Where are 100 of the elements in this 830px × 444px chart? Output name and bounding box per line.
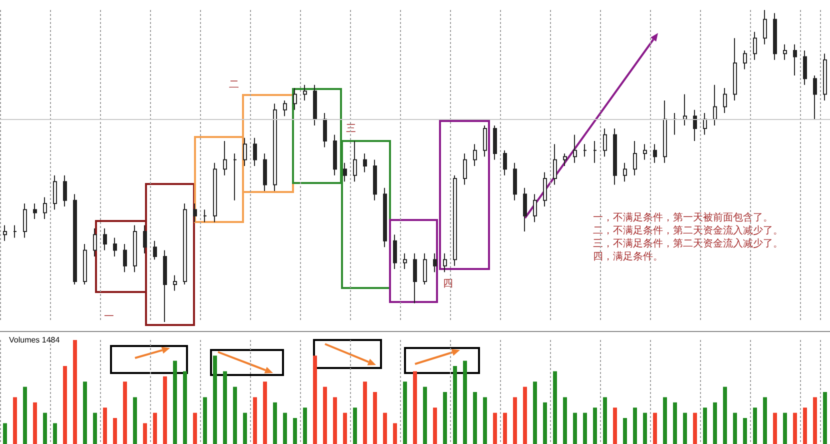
bar [203,397,207,444]
candlestick [233,153,237,201]
bar [223,371,227,444]
bar [43,412,47,444]
bar [363,382,367,444]
bar [563,397,567,444]
candlestick [273,103,277,192]
candlestick [203,209,207,223]
candlestick [43,196,47,220]
bar [543,402,547,444]
bar [143,423,147,444]
candlestick [453,174,457,266]
bar [53,423,57,444]
candlestick [313,84,317,126]
bar [713,402,717,444]
bar [293,418,297,444]
candlestick [623,162,627,182]
bar [273,402,277,444]
candlestick [693,109,697,142]
bar [103,408,107,444]
bar [123,382,127,444]
candlestick [113,237,117,257]
candlestick [293,88,297,110]
bar [83,382,87,444]
bar [593,408,597,444]
candlestick [403,252,407,270]
candlestick [613,128,617,186]
candlestick [23,202,27,238]
bar [173,360,177,444]
bar [453,366,457,444]
candlestick [383,187,387,248]
candlestick [3,224,7,242]
bar [163,376,167,444]
candlestick [353,140,357,182]
bar [93,412,97,444]
bar [753,408,757,444]
candlestick [153,240,157,260]
bar [633,408,637,444]
candlestick [703,112,707,136]
candlestick [743,50,747,70]
bar [283,412,287,444]
bar [783,412,787,444]
candlestick [523,187,527,232]
bar [413,371,417,444]
bar [523,386,527,444]
candlestick [93,228,97,257]
candlestick [423,252,427,286]
candlestick [683,94,687,126]
candlestick [133,224,137,273]
candlestick [343,162,347,182]
candlestick [823,53,827,101]
candlestick [753,31,757,60]
candlestick [553,144,557,186]
candlestick [483,124,487,158]
candlestick [433,252,437,273]
bar [323,386,327,444]
bar [773,412,777,444]
bar [673,402,677,444]
candlestick [503,150,507,176]
bar [313,356,317,444]
bar [493,412,497,444]
candlestick [163,250,167,322]
bar [553,371,557,444]
bar [513,397,517,444]
candlestick [713,84,717,126]
bar [483,397,487,444]
bar [823,392,827,444]
candlestick [253,137,257,166]
candlestick [373,159,377,201]
bar [193,412,197,444]
bar [613,408,617,444]
candlestick [773,12,777,60]
bar [503,412,507,444]
bar [213,356,217,444]
bar [443,392,447,444]
candlestick [733,38,737,101]
bar [373,392,377,444]
candlestick [63,174,67,208]
candlestick [303,84,307,101]
bar [113,418,117,444]
bar [803,408,807,444]
bar [333,397,337,444]
candlestick [173,274,177,292]
bar [573,412,577,444]
bar [683,412,687,444]
bar [383,412,387,444]
candlestick [263,153,267,192]
bar [703,408,707,444]
bar [473,392,477,444]
bar [23,386,27,444]
annotation: 一 [104,312,114,322]
candlestick [513,162,517,201]
bar [423,386,427,444]
bar [153,412,157,444]
candlestick [243,137,247,166]
candlestick [33,202,37,220]
candlestick [323,112,327,148]
candlestick [723,88,727,114]
candlestick [643,144,647,160]
candlestick [603,128,607,158]
